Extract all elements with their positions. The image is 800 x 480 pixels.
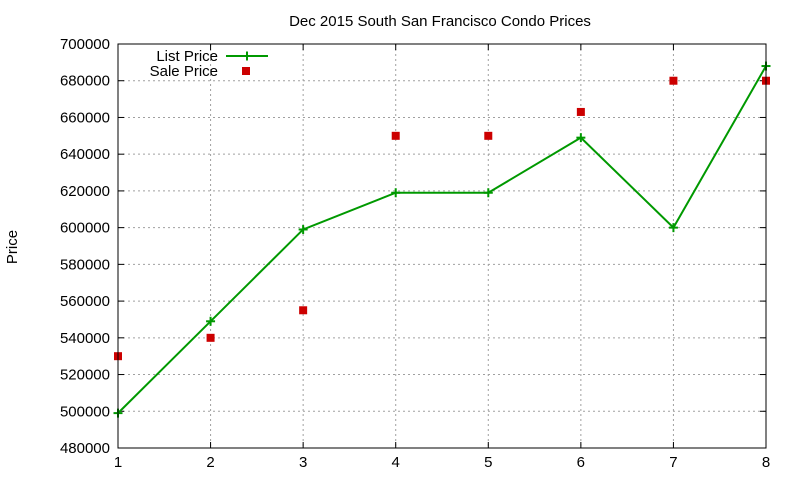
sale-price-point xyxy=(391,131,400,140)
x-tick-label: 1 xyxy=(114,454,122,471)
legend-label-sale-price: Sale Price xyxy=(150,63,218,80)
y-tick-label: 640000 xyxy=(60,146,110,163)
x-tick-label: 4 xyxy=(392,454,400,471)
list-price-point xyxy=(483,188,493,198)
legend-label-list-price: List Price xyxy=(156,48,218,65)
x-tick-label: 6 xyxy=(577,454,585,471)
y-tick-label: 660000 xyxy=(60,109,110,126)
y-tick-labels: 480000 500000 520000 540000 560000 580000 6000… xyxy=(60,36,110,457)
legend: List Price Sale Price xyxy=(150,48,268,80)
list-price-line xyxy=(117,65,767,414)
grid xyxy=(118,44,766,448)
y-tick-label: 560000 xyxy=(60,293,110,310)
sale-price-point xyxy=(576,107,585,116)
sale-price-point xyxy=(484,131,493,140)
list-price-point xyxy=(391,188,401,198)
list-price-point xyxy=(668,223,678,233)
y-axis-label: Price xyxy=(4,230,21,264)
chart-title: Dec 2015 South San Francisco Condo Price… xyxy=(289,13,591,30)
y-tick-label: 500000 xyxy=(60,403,110,420)
y-tick-label: 540000 xyxy=(60,330,110,347)
y-tick-label: 680000 xyxy=(60,73,110,90)
y-tick-label: 600000 xyxy=(60,220,110,237)
list-price-point xyxy=(206,316,216,326)
y-tick-label: 520000 xyxy=(60,367,110,384)
x-tick-labels: 1 2 3 4 5 6 7 8 xyxy=(114,454,770,471)
plot-frame xyxy=(117,43,767,449)
sale-price-point xyxy=(299,306,308,315)
axis-ticks xyxy=(117,43,767,449)
x-tick-label: 7 xyxy=(669,454,677,471)
x-tick-label: 5 xyxy=(484,454,492,471)
list-price-point xyxy=(576,133,586,143)
y-tick-label: 580000 xyxy=(60,256,110,273)
y-tick-label: 480000 xyxy=(60,440,110,457)
y-tick-label: 700000 xyxy=(60,36,110,53)
sale-price-point xyxy=(669,76,678,85)
series xyxy=(113,61,771,418)
y-tick-label: 620000 xyxy=(60,183,110,200)
legend-swatch-sale-price xyxy=(242,67,250,75)
x-tick-label: 2 xyxy=(206,454,214,471)
sale-price-point xyxy=(206,333,215,342)
x-tick-label: 8 xyxy=(762,454,770,471)
x-tick-label: 3 xyxy=(299,454,307,471)
list-price-point xyxy=(298,224,308,234)
